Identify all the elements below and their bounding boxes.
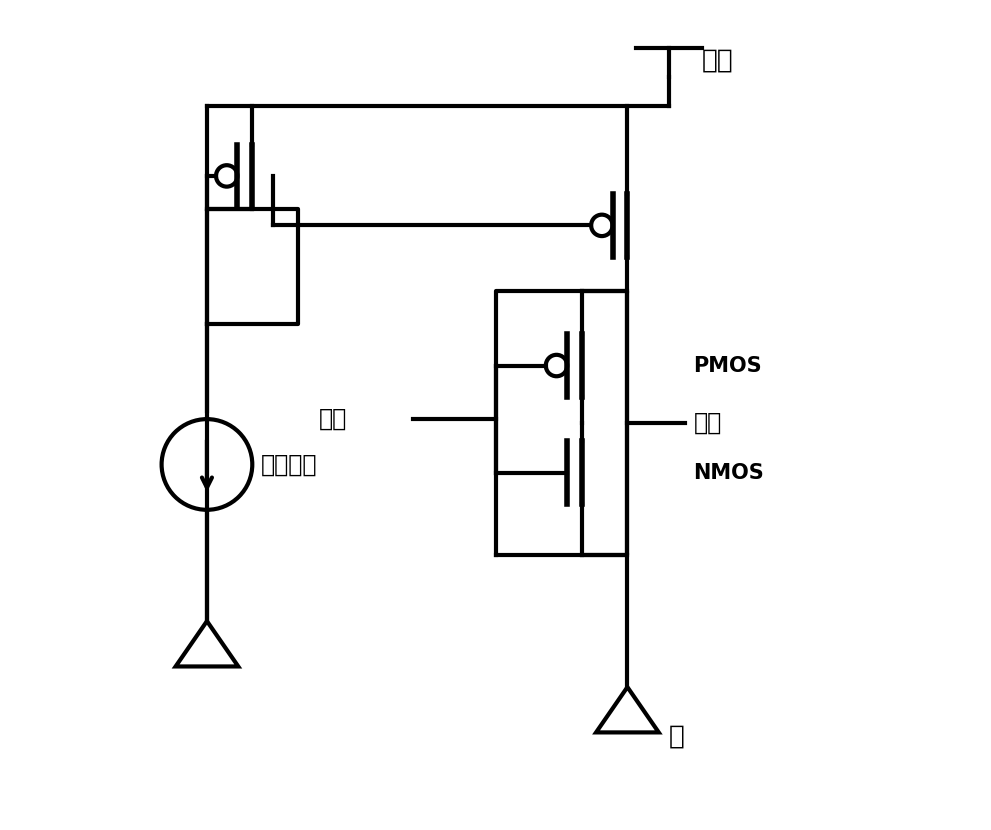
Text: 直流电流: 直流电流 [261, 452, 317, 476]
Text: 输入: 输入 [319, 408, 347, 431]
Text: 电源: 电源 [702, 47, 733, 74]
Text: 输出: 输出 [694, 411, 721, 435]
Text: PMOS: PMOS [694, 355, 762, 375]
Text: 地: 地 [669, 724, 685, 749]
Text: NMOS: NMOS [694, 462, 764, 483]
